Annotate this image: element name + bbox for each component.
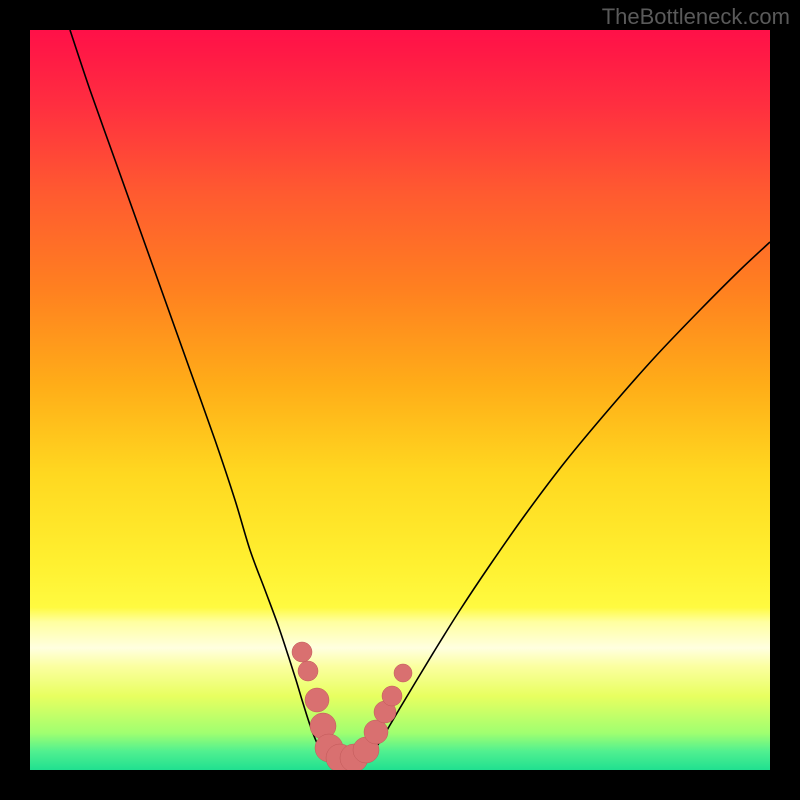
curve-layer	[30, 30, 770, 770]
data-dots	[292, 642, 412, 770]
data-dot	[382, 686, 402, 706]
data-dot	[364, 720, 388, 744]
bottleneck-curve	[70, 30, 770, 759]
plot-area	[30, 30, 770, 770]
data-dot	[394, 664, 412, 682]
data-dot	[305, 688, 329, 712]
watermark-text: TheBottleneck.com	[602, 4, 790, 30]
chart-container: TheBottleneck.com	[0, 0, 800, 800]
data-dot	[292, 642, 312, 662]
data-dot	[298, 661, 318, 681]
